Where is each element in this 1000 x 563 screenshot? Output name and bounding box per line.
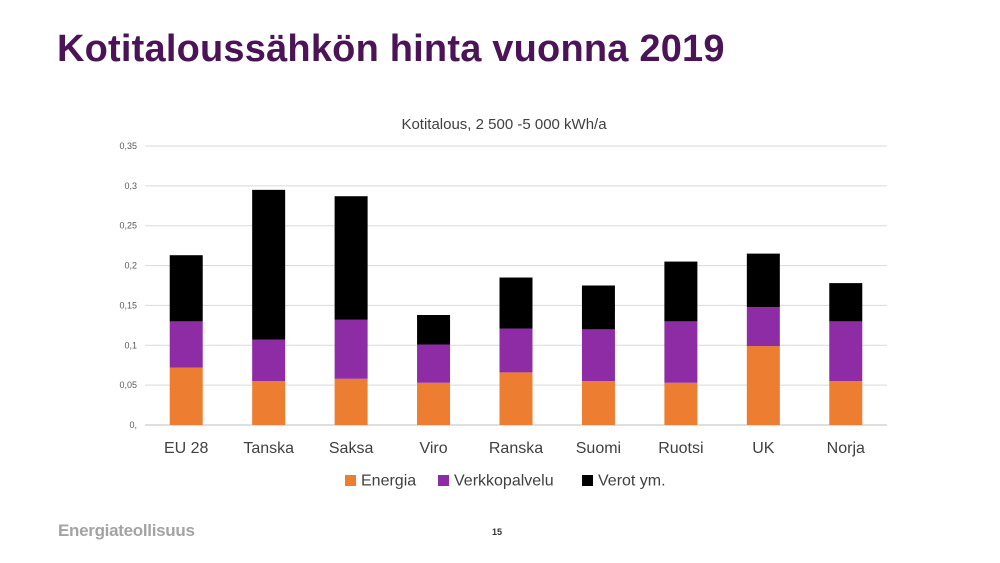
x-tick-label: Viro [419,440,447,457]
bar-segment-energia [499,372,533,425]
bar-segment-verot-ym [581,285,615,330]
legend-swatch [438,475,449,486]
y-tick-label: 0,1 [124,340,137,350]
bar-segment-verkkopalvelu [664,321,698,383]
bar-segment-verkkopalvelu [334,319,368,379]
x-tick-label: Saksa [329,440,374,457]
bar-segment-verkkopalvelu [829,321,863,382]
x-tick-label: Tanska [243,440,294,457]
bar-segment-energia [746,346,780,425]
x-tick-label: Ranska [489,440,543,457]
bar-segment-verot-ym [746,253,780,308]
bar-segment-verot-ym [334,196,368,320]
x-tick-label: UK [752,440,775,457]
x-tick-label: EU 28 [164,440,209,457]
bar-segment-verkkopalvelu [169,321,203,368]
legend-label: Verot ym. [598,473,666,490]
x-axis-tick-labels: EU 28 Tanska Saksa Viro Ranska Suomi Ruotsi UK N… [164,440,865,457]
bar-segment-verot-ym [169,255,203,322]
bar-segment-verot-ym [664,261,698,322]
bar-segment-energia [252,381,286,425]
x-tick-label: Norja [827,440,865,457]
legend-label: Verkkopalvelu [454,473,554,490]
bar-segment-verot-ym [499,277,533,329]
bar-segment-energia [169,367,203,425]
x-tick-label: Ruotsi [658,440,703,457]
y-tick-label: 0, [129,420,137,430]
y-tick-label: 0,3 [124,181,137,191]
bar-segment-energia [664,382,698,425]
y-tick-label: 0,15 [119,300,137,310]
page-number: 15 [492,527,503,537]
y-tick-label: 0,25 [119,221,137,231]
y-axis-tick-labels: 0, 0,05 0,1 0,15 0,2 0,25 0,3 0,35 [119,141,137,430]
y-tick-label: 0,05 [119,380,137,390]
bar-segment-energia [417,382,451,425]
slide-title: Kotitaloussähkön hinta vuonna 2019 [57,28,725,70]
bar-segment-verot-ym [252,189,286,340]
legend: Energia Verkkopalvelu Verot ym. [345,473,666,490]
bar-segment-verkkopalvelu [746,307,780,347]
bar-segment-verkkopalvelu [499,328,533,373]
bar-segment-verot-ym [829,283,863,322]
bar-segment-verkkopalvelu [417,344,451,383]
legend-swatch [582,475,593,486]
bar-segment-energia [581,381,615,425]
y-tick-label: 0,35 [119,141,137,151]
y-tick-label: 0,2 [124,261,137,271]
x-tick-label: Suomi [576,440,621,457]
bar-segment-verot-ym [417,314,451,345]
footer-logo: Energiateollisuus [58,521,195,540]
bar-segment-energia [334,378,368,425]
chart-title: Kotitalous, 2 500 -5 000 kWh/a [401,116,607,133]
bar-segment-verkkopalvelu [581,329,615,382]
legend-label: Energia [361,473,416,490]
bar-segment-verkkopalvelu [252,339,286,382]
bar-segment-energia [829,381,863,425]
bars [169,189,863,425]
legend-swatch [345,475,356,486]
